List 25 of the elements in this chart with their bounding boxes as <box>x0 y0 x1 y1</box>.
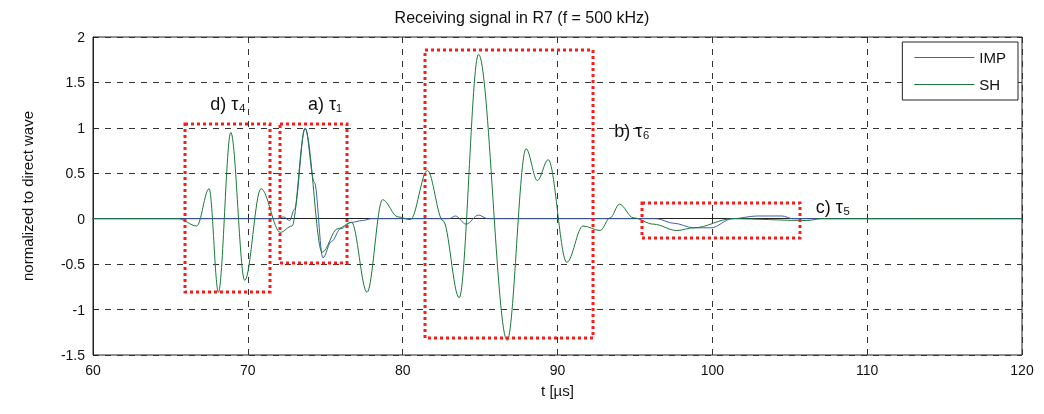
legend-label: SH <box>979 76 1001 93</box>
x-tick-label: 70 <box>240 362 256 378</box>
y-tick-label: 1 <box>77 119 86 136</box>
chart-title: Receiving signal in R7 (f = 500 kHz) <box>394 8 650 26</box>
x-tick-label: 110 <box>856 362 879 378</box>
line-series <box>92 53 1023 341</box>
x-tick-label: 90 <box>549 362 566 378</box>
x-tick-label: 80 <box>394 362 411 378</box>
y-tick-label: 0 <box>77 210 86 227</box>
annotation: c) τ₅ <box>815 197 851 217</box>
x-axis-title: t [µs] <box>541 382 574 399</box>
y-tick-label: 1.5 <box>65 74 86 91</box>
annotation: a) τ₁ <box>307 94 343 114</box>
legend-label: IMP <box>979 49 1006 66</box>
y-tick-label: -1 <box>72 301 86 318</box>
y-axis-title: normalized to direct wave <box>19 110 36 282</box>
x-tick-label: 120 <box>1010 362 1034 378</box>
x-tick-label: 60 <box>85 362 101 378</box>
y-tick-label: 2 <box>77 29 86 45</box>
y-tick-label: -0.5 <box>60 256 86 273</box>
annotation: d) τ₄ <box>210 94 246 114</box>
y-tick-label: -1.5 <box>60 347 86 363</box>
y-tick-label: 0.5 <box>65 165 86 182</box>
annotation: b) τ₆ <box>614 121 650 141</box>
x-tick-label: 100 <box>700 362 725 378</box>
